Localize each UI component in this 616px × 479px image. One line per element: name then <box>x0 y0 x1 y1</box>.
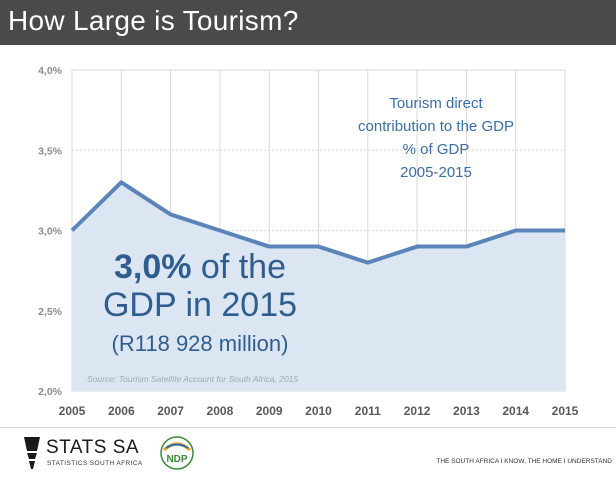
logo-name: STATS SA <box>46 437 140 458</box>
highlight-line-2: GDP in 2015 <box>103 286 297 324</box>
area-fill <box>72 182 565 391</box>
chart-title-line: % of GDP <box>403 141 470 158</box>
source-note: Source: Tourism Satellite Account for So… <box>87 374 298 384</box>
highlight-line-1: 3,0% of the <box>114 248 286 286</box>
y-tick-label: 3,5% <box>38 145 63 157</box>
y-axis-ticks: 2,0% 2,5% 3,0% 3,5% 4,0% <box>38 65 63 398</box>
x-tick-label: 2015 <box>552 404 579 418</box>
highlight-value: 3,0% <box>114 248 192 286</box>
stats-sa-emblem-icon <box>24 437 40 469</box>
chart-title-line: Tourism direct <box>389 95 483 112</box>
x-tick-label: 2008 <box>207 404 234 418</box>
chart-title: Tourism direct contribution to the GDP % o… <box>358 95 514 181</box>
x-tick-label: 2013 <box>453 404 480 418</box>
stats-sa-logo: STATS SA STATISTICS SOUTH AFRICA <box>20 433 170 473</box>
highlight-line-3: (R118 928 million) <box>112 331 289 356</box>
chart: 2,0%2,5%3,0%3,5%4,0% 2005 2006 2007 2008 200… <box>38 65 579 418</box>
title-bar: How Large is Tourism? <box>0 0 616 45</box>
ndp-logo-icon: NDP <box>160 436 194 470</box>
highlight-text: of the <box>191 248 286 286</box>
y-tick-label: 4,0% <box>38 65 63 77</box>
x-tick-label: 2007 <box>157 404 184 418</box>
x-tick-label: 2006 <box>108 404 135 418</box>
footer-divider <box>0 427 616 428</box>
x-tick-label: 2009 <box>256 404 283 418</box>
x-tick-label: 2012 <box>404 404 431 418</box>
y-tick-label: 2,5% <box>38 306 63 318</box>
series-line <box>70 180 565 265</box>
footer-tagline: THE SOUTH AFRICA I KNOW, THE HOME I UNDE… <box>436 458 612 465</box>
chart-title-line: contribution to the GDP <box>358 118 514 135</box>
page-title: How Large is Tourism? <box>8 5 299 36</box>
highlight-annotation: 3,0% of the GDP in 2015 (R118 928 millio… <box>103 248 297 356</box>
x-tick-label: 2005 <box>59 404 86 418</box>
x-tick-label: 2010 <box>305 404 332 418</box>
x-tick-label: 2014 <box>502 404 529 418</box>
x-axis-ticks: 2005 2006 2007 2008 2009 2010 2011 2012 2013 2014… <box>59 404 579 418</box>
logo-subtitle: STATISTICS SOUTH AFRICA <box>47 460 143 467</box>
y-tick-label: 2,0% <box>38 386 63 398</box>
chart-title-line: 2005-2015 <box>400 164 472 181</box>
ndp-label: NDP <box>166 454 187 465</box>
y-tick-label: 3,0% <box>38 226 63 238</box>
x-tick-label: 2011 <box>355 404 381 418</box>
